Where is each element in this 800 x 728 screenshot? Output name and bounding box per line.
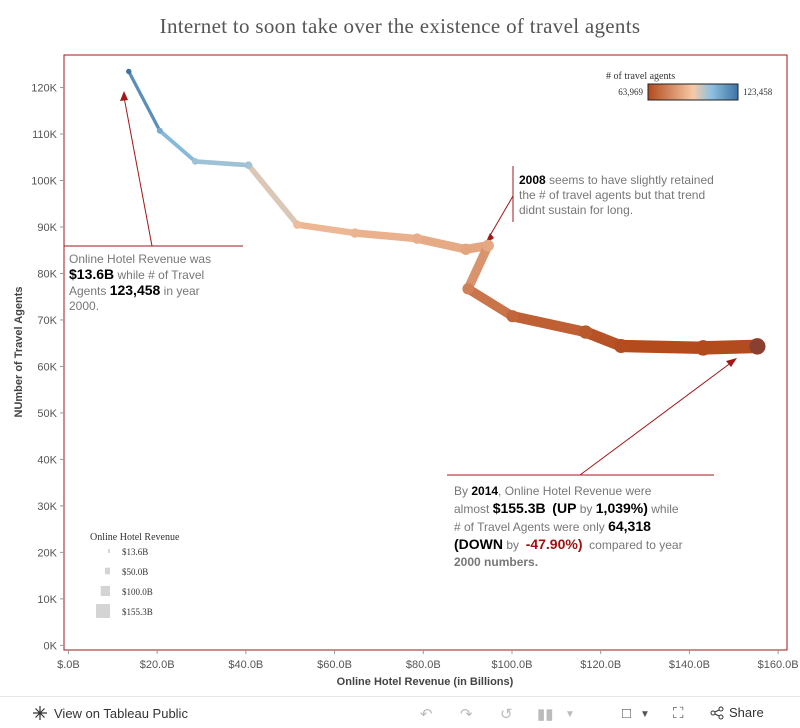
x-tick-label: $60.0B <box>317 659 352 671</box>
series-segment <box>245 162 301 228</box>
download-dropdown-icon[interactable]: ▼ <box>640 709 650 720</box>
size-legend-swatch <box>104 567 110 575</box>
download-icon[interactable]: □ <box>622 705 632 722</box>
series-segment <box>412 234 471 254</box>
tableau-footer: View on Tableau Public ↶ ↷ ↺ ▮▮ ▼ □ ▼ ⛶ … <box>0 696 800 728</box>
size-legend-label: $50.0B <box>122 567 148 577</box>
series-segment <box>696 339 765 355</box>
color-legend-min: 63,969 <box>618 87 643 97</box>
size-legend-swatch <box>108 549 110 553</box>
x-tick-label: $20.0B <box>140 659 175 671</box>
data-point[interactable] <box>293 220 302 229</box>
data-point[interactable] <box>126 68 132 75</box>
series-segment <box>463 241 493 294</box>
size-legend-swatch <box>96 604 110 618</box>
size-legend-label: $155.3B <box>122 607 153 617</box>
tableau-logo-icon <box>33 706 47 720</box>
chart-title: Internet to soon take over the existence… <box>159 14 641 38</box>
x-tick-label: $160.0B <box>758 659 799 671</box>
right-annotation-arrow <box>579 361 733 476</box>
y-tick-label: 10K <box>37 594 57 606</box>
data-point[interactable] <box>350 228 360 238</box>
plot-border <box>63 54 788 651</box>
data-point[interactable] <box>411 233 423 244</box>
x-tick-label: $120.0B <box>580 659 621 671</box>
series-segment <box>157 128 198 164</box>
x-axis-ticks: $.0B $20.0B $40.0B $60.0B $80.0B $100.0B $120.… <box>57 650 799 671</box>
color-legend-max: 123,458 <box>743 87 773 97</box>
series-segment <box>463 284 518 321</box>
data-point[interactable] <box>460 243 472 255</box>
x-tick-label: $80.0B <box>406 659 441 671</box>
x-tick-label: $40.0B <box>228 659 263 671</box>
chart-canvas: 0K 10K 20K 30K 40K 50K 60K 70K 80K 90K 100K 110K 120… <box>13 54 799 688</box>
annotation-2014: By 2014, Online Hotel Revenue were almos… <box>454 484 683 569</box>
data-point[interactable] <box>578 325 593 339</box>
size-legend-title: Online Hotel Revenue <box>90 532 180 543</box>
y-tick-label: 50K <box>37 408 57 420</box>
share-icon <box>710 706 724 719</box>
size-legend-label: $100.0B <box>122 587 153 597</box>
left-arrow-head <box>120 91 128 101</box>
y-tick-label: 80K <box>37 268 57 280</box>
series-segment <box>127 69 162 133</box>
series-points <box>126 68 766 356</box>
y-tick-label: 60K <box>37 361 57 373</box>
y-axis-ticks: 0K 10K 20K 30K 40K 50K 60K 70K 80K 90K 100K 110K 120… <box>31 83 64 652</box>
color-legend-bar <box>647 83 739 101</box>
series-segment <box>192 159 251 168</box>
data-point[interactable] <box>695 340 711 356</box>
data-point-end[interactable] <box>749 338 766 355</box>
y-tick-label: 100K <box>31 176 57 188</box>
left-annotation-arrow <box>123 96 153 247</box>
annotation-2000: Online Hotel Revenue was $13.6B while # … <box>69 252 212 313</box>
share-button[interactable]: Share <box>710 705 764 720</box>
y-tick-label: 0K <box>44 640 58 652</box>
pause-dropdown-icon[interactable]: ▼ <box>565 709 575 720</box>
data-point[interactable] <box>614 338 629 354</box>
y-tick-label: 30K <box>37 501 57 513</box>
data-point[interactable] <box>156 127 163 134</box>
size-legend-swatch <box>100 585 110 597</box>
y-tick-label: 120K <box>31 83 57 95</box>
pause-icon[interactable]: ▮▮ <box>537 706 554 723</box>
revert-icon[interactable]: ↺ <box>500 706 513 723</box>
data-point[interactable] <box>462 283 474 295</box>
right-arrow-head <box>726 358 737 367</box>
series-segment <box>614 339 710 355</box>
redo-icon[interactable]: ↷ <box>460 706 473 723</box>
x-tick-label: $.0B <box>57 659 80 671</box>
annotation-2008: 2008 seems to have slightly retained the… <box>519 173 714 217</box>
x-axis-label: Online Hotel Revenue (in Billions) <box>337 676 514 688</box>
undo-icon[interactable]: ↶ <box>420 706 433 723</box>
size-legend: $13.6B $50.0B $100.0B $155.3B <box>96 547 153 618</box>
y-tick-label: 20K <box>37 547 57 559</box>
x-tick-label: $140.0B <box>669 659 710 671</box>
y-tick-label: 40K <box>37 454 57 466</box>
fullscreen-icon[interactable]: ⛶ <box>673 705 684 722</box>
y-tick-label: 110K <box>32 129 58 141</box>
y-axis-label: NUmber of Travel Agents <box>13 286 25 417</box>
series-segment <box>351 229 421 243</box>
series-segment <box>294 221 359 237</box>
view-on-tableau-link[interactable]: View on Tableau Public <box>32 705 188 721</box>
series-segment <box>507 311 591 338</box>
data-point[interactable] <box>482 239 494 252</box>
y-tick-label: 90K <box>37 222 57 234</box>
x-tick-label: $100.0B <box>492 659 533 671</box>
color-legend-title: # of travel agents <box>606 71 675 82</box>
data-point[interactable] <box>192 158 199 165</box>
middle-annotation-arrow <box>487 195 514 240</box>
size-legend-label: $13.6B <box>122 547 148 557</box>
data-point[interactable] <box>506 310 519 323</box>
y-tick-label: 70K <box>37 315 57 327</box>
data-point[interactable] <box>244 161 253 169</box>
series-line <box>127 69 765 355</box>
